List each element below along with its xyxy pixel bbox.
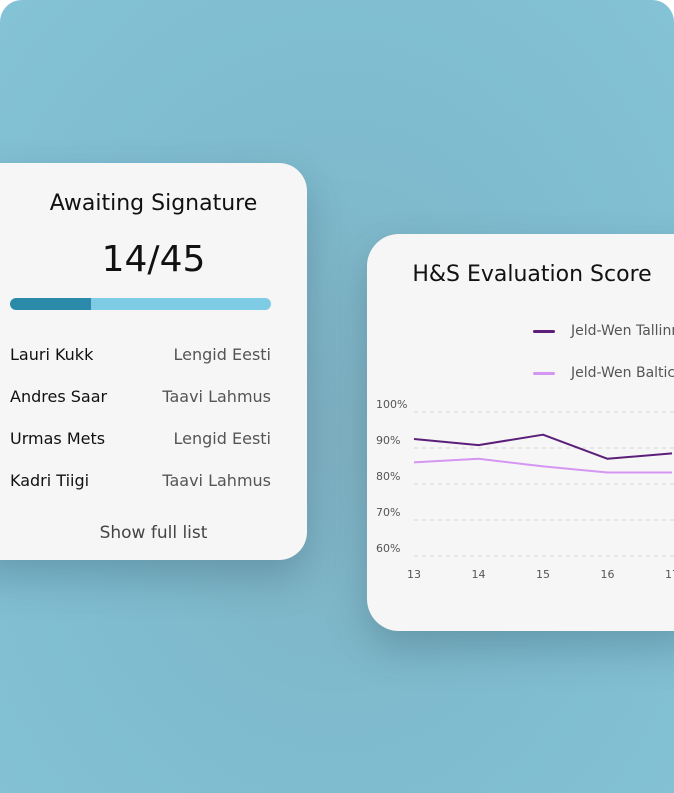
signer-company: Lengid Eesti [173, 344, 271, 364]
awaiting-signature-card: Awaiting Signature 14/45 Lauri Kukk Lengi… [0, 163, 307, 560]
signature-progress-bar [10, 298, 271, 310]
hs-evaluation-score-card: H&S Evaluation Score Jeld-Wen Tallinn Jel… [367, 234, 674, 631]
x-tick-label: 16 [601, 568, 615, 581]
signer-name: Andres Saar [10, 386, 108, 406]
signer-company: Lengid Eesti [173, 428, 271, 448]
signature-count: 14/45 [101, 239, 206, 280]
legend-item: Jeld-Wen Tallinn [533, 322, 674, 340]
x-tick-label: 14 [472, 568, 486, 581]
legend-label: Jeld-Wen Baltics [571, 365, 674, 381]
legend-item: Jeld-Wen Baltics [533, 364, 674, 382]
legend-label: Jeld-Wen Tallinn [571, 323, 674, 339]
show-full-list-link[interactable]: Show full list [99, 523, 208, 543]
awaiting-signature-title: Awaiting Signature [49, 191, 258, 216]
x-tick-label: 13 [407, 568, 421, 581]
series-line-2 [413, 457, 672, 474]
signer-company: Taavi Lahmus [162, 470, 271, 490]
signature-list-item: Lauri Kukk Lengid Eesti [10, 333, 271, 375]
y-tick-label: 60% [376, 542, 400, 555]
signature-list-item: Urmas Mets Lengid Eesti [10, 417, 271, 459]
awaiting-signature-list: Lauri Kukk Lengid Eesti Andres Saar Taavi L… [10, 333, 271, 501]
legend-swatch [533, 329, 555, 333]
y-tick-label: 90% [376, 434, 400, 447]
hs-score-line-chart: 100% 90% 80% 70% 60% 13 14 15 16 17 [376, 398, 674, 581]
signer-name: Lauri Kukk [10, 344, 94, 364]
series-line-1 [413, 433, 673, 460]
x-tick-label: 17 [665, 568, 674, 581]
y-tick-label: 100% [376, 398, 407, 411]
signer-name: Kadri Tiigi [10, 470, 90, 490]
x-tick-label: 15 [536, 568, 550, 581]
signature-list-item: Andres Saar Taavi Lahmus [10, 375, 271, 417]
hs-evaluation-score-title: H&S Evaluation Score [412, 262, 652, 287]
legend-swatch [533, 371, 555, 375]
signer-company: Taavi Lahmus [162, 386, 271, 406]
y-tick-label: 70% [376, 506, 400, 519]
signer-name: Urmas Mets [10, 428, 106, 448]
y-tick-label: 80% [376, 470, 400, 483]
signature-progress-fill [10, 298, 92, 310]
signature-list-item: Kadri Tiigi Taavi Lahmus [10, 459, 271, 501]
